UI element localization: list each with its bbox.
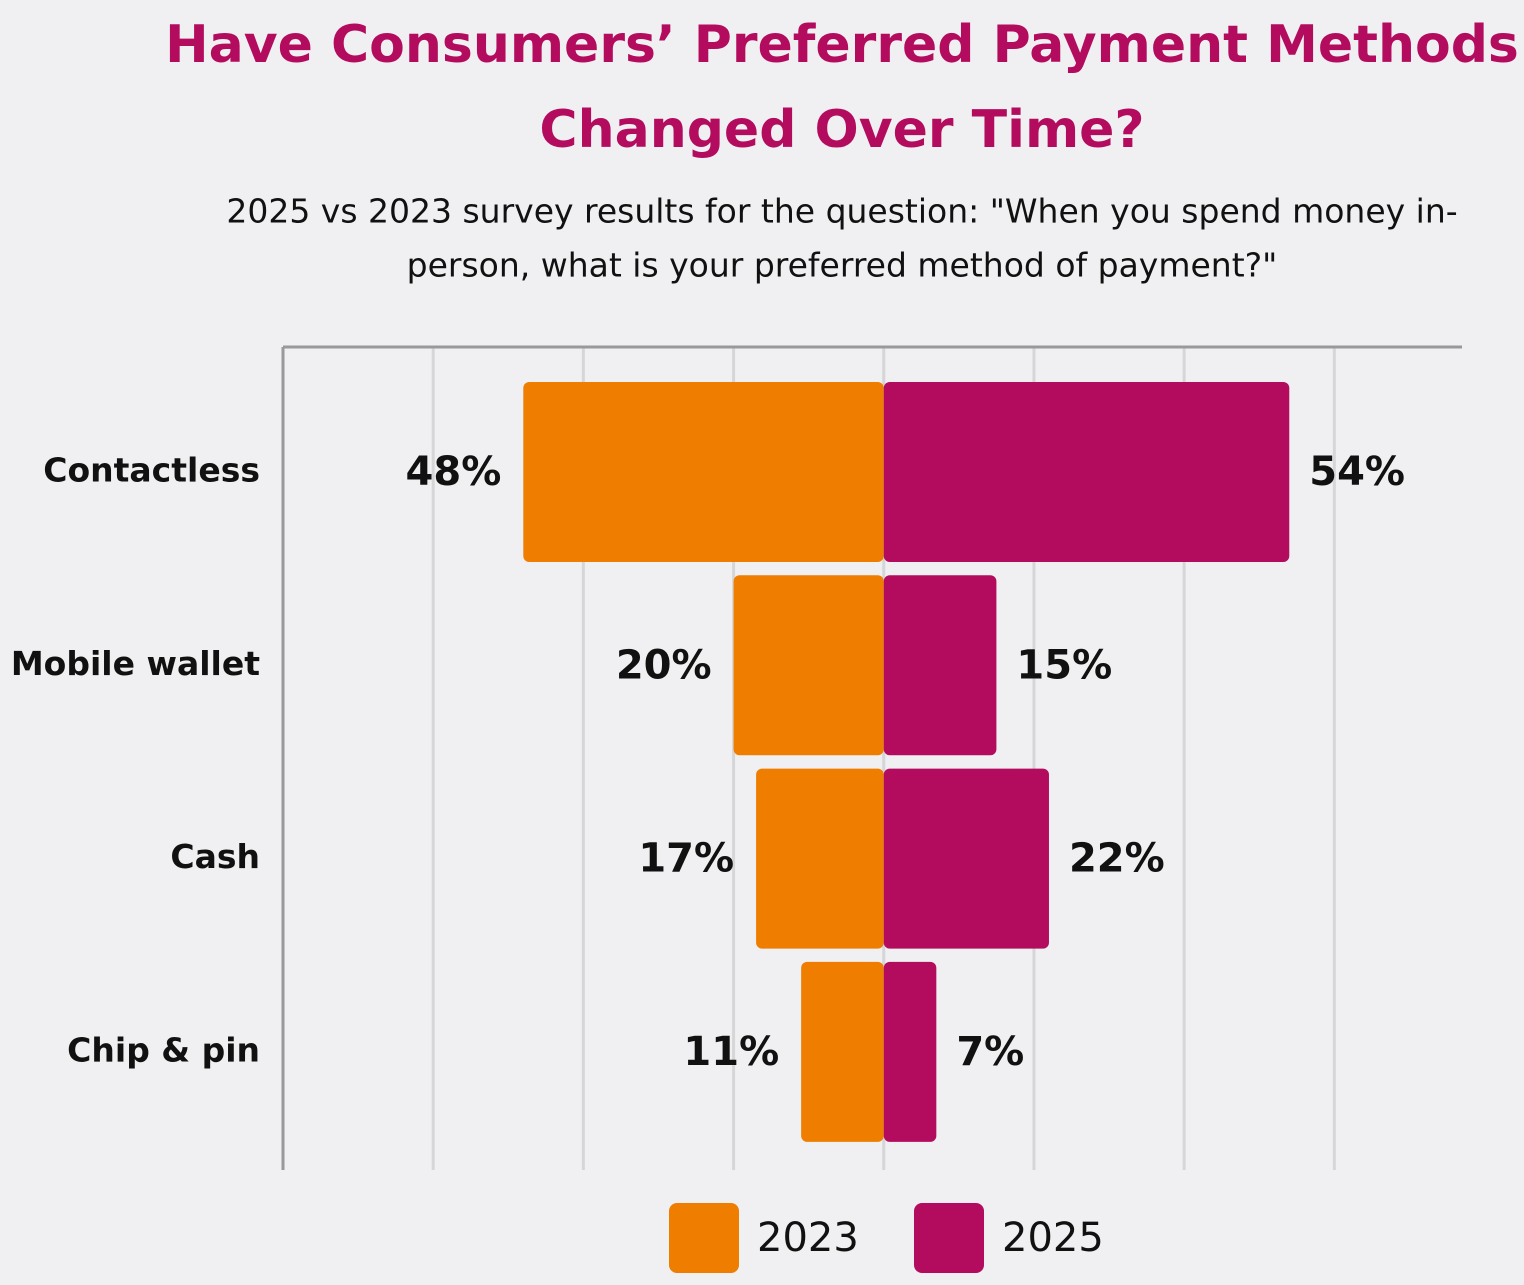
legend-label: 2025	[1002, 1215, 1104, 1261]
bar	[883, 961, 937, 1142]
category-label: Cash	[170, 837, 260, 876]
value-label: 15%	[1016, 642, 1112, 688]
category-label: Chip & pin	[67, 1030, 260, 1069]
legend-label: 2023	[757, 1215, 859, 1261]
value-label: 11%	[683, 1029, 779, 1075]
value-label: 7%	[956, 1029, 1024, 1075]
value-label: 54%	[1309, 449, 1405, 495]
chart-title: Changed Over Time?	[539, 100, 1144, 160]
chart-subtitle: 2025 vs 2023 survey results for the ques…	[226, 192, 1457, 231]
value-label: 17%	[638, 836, 734, 882]
bar	[883, 575, 997, 756]
legend-swatch	[669, 1203, 739, 1273]
bar	[883, 768, 1049, 949]
value-label: 20%	[616, 642, 712, 688]
bar	[801, 961, 884, 1142]
value-label: 48%	[406, 449, 502, 495]
bar	[883, 382, 1290, 562]
bar	[733, 575, 884, 756]
chart-title: Have Consumers’ Preferred Payment Method…	[165, 15, 1519, 75]
value-label: 22%	[1069, 836, 1165, 882]
bar	[523, 382, 884, 562]
category-label: Contactless	[43, 451, 260, 490]
category-label: Mobile wallet	[11, 644, 260, 683]
legend-swatch	[914, 1203, 984, 1273]
bar	[756, 768, 884, 949]
chart-subtitle: person, what is your preferred method of…	[407, 246, 1278, 285]
